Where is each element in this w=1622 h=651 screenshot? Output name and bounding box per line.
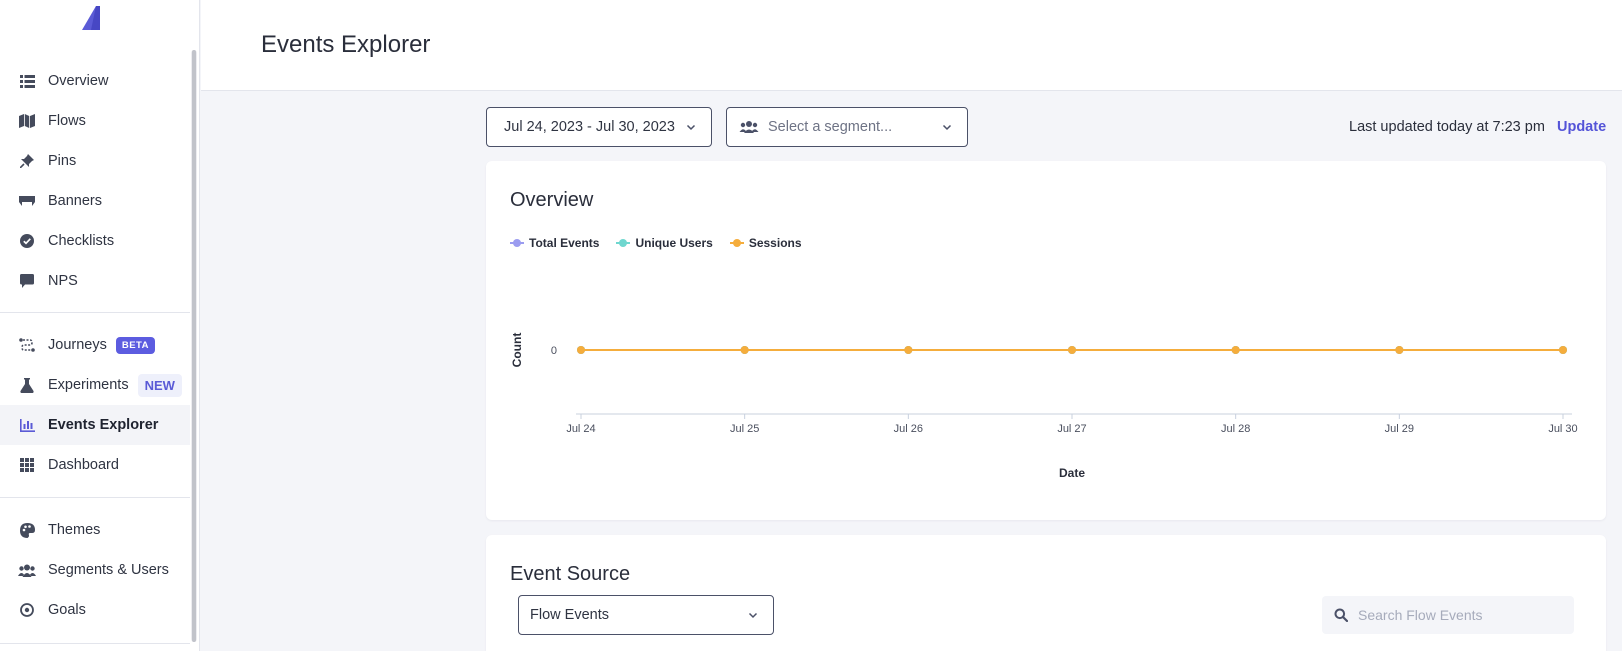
event-source-value: Flow Events (530, 607, 609, 623)
sidebar-item-label: Goals (48, 602, 86, 618)
sidebar-item-label: Journeys (48, 337, 107, 353)
sidebar-item-label: Pins (48, 153, 77, 169)
date-range-picker[interactable]: Jul 24, 2023 - Jul 30, 2023 (486, 107, 712, 147)
banner-icon (18, 192, 36, 210)
pin-icon (18, 152, 36, 170)
journey-icon (18, 336, 36, 354)
bar-chart-icon (18, 416, 36, 434)
sidebar-item-label: Overview (48, 73, 109, 89)
data-point (740, 346, 749, 354)
legend-marker (616, 238, 631, 248)
x-tick-label: Jul 27 (1057, 423, 1086, 435)
chevron-down-icon (686, 124, 696, 131)
sidebar-item-label: Checklists (48, 233, 115, 249)
sidebar-item-label: Banners (48, 193, 103, 209)
sidebar-item-experiments[interactable]: Experiments NEW (0, 365, 190, 405)
x-tick-label: Jul 24 (566, 423, 595, 435)
y-axis-label: Count (510, 333, 524, 368)
data-point (1068, 346, 1076, 354)
new-badge: NEW (137, 373, 182, 397)
legend-item[interactable]: Sessions (729, 236, 802, 250)
sidebar-divider (0, 497, 190, 498)
sidebar-item-banners[interactable]: Banners (0, 181, 190, 221)
app-logo[interactable] (78, 4, 104, 32)
data-point (1395, 346, 1404, 354)
legend-label: Total Events (529, 236, 600, 250)
flask-icon (18, 376, 36, 394)
list-icon (18, 72, 36, 90)
sidebar-item-dashboard[interactable]: Dashboard (0, 445, 190, 485)
sidebar-item-nps[interactable]: NPS (0, 261, 190, 301)
x-tick-label: Jul 30 (1548, 423, 1577, 435)
update-link[interactable]: Update (1557, 119, 1607, 135)
data-point (1231, 346, 1240, 354)
chevron-down-icon (748, 612, 758, 619)
sidebar-item-label: Dashboard (48, 457, 119, 473)
event-source-title: Event Source (510, 563, 631, 585)
sidebar-item-label: NPS (48, 273, 78, 289)
overview-chart: Jul 24 Jul 25 Jul 26 Jul 27 Jul 28 Jul 29 Jul … (510, 333, 1578, 480)
event-source-card: Event Source Flow Events (486, 535, 1606, 651)
x-tick-label: Jul 26 (894, 423, 923, 435)
y-tick-label: 0 (551, 345, 557, 357)
legend-item[interactable]: Total Events (510, 236, 599, 250)
last-updated-text: Last updated today at 7:23 pm (1349, 119, 1545, 135)
legend-marker (510, 238, 524, 248)
users-icon (739, 121, 759, 133)
segment-select[interactable]: Select a segment... (726, 107, 968, 147)
sidebar-divider (0, 312, 190, 313)
sidebar-scrollbar-thumb[interactable] (192, 50, 196, 642)
legend-item[interactable]: Unique Users (616, 236, 713, 250)
overview-title: Overview (510, 189, 594, 211)
sidebar-item-pins[interactable]: Pins (0, 141, 190, 181)
search-input[interactable] (1358, 607, 1558, 623)
search-box[interactable] (1322, 596, 1574, 634)
sidebar-item-themes[interactable]: Themes (0, 510, 190, 550)
users-icon (18, 561, 36, 579)
chat-icon (18, 272, 36, 290)
legend-marker (729, 238, 744, 248)
event-source-select[interactable]: Flow Events (518, 595, 774, 635)
sidebar-item-checklists[interactable]: Checklists (0, 221, 190, 261)
beta-badge: BETA (115, 336, 155, 354)
date-range-value: Jul 24, 2023 - Jul 30, 2023 (504, 119, 675, 135)
sidebar-item-label: Flows (48, 113, 86, 129)
sidebar-item-journeys[interactable]: Journeys BETA (0, 325, 190, 365)
sidebar-item-label: Events Explorer (48, 417, 159, 433)
x-tick-label: Jul 25 (730, 423, 759, 435)
search-icon (1334, 608, 1348, 622)
chevron-down-icon (942, 124, 952, 131)
data-point (904, 346, 913, 354)
segment-placeholder: Select a segment... (768, 119, 893, 135)
legend-label: Unique Users (635, 236, 713, 250)
data-point (577, 346, 585, 354)
grid-icon (18, 456, 36, 474)
data-point (1559, 346, 1567, 354)
check-circle-icon (18, 232, 36, 250)
x-tick-label: Jul 28 (1221, 423, 1250, 435)
sidebar-item-flows[interactable]: Flows (0, 101, 190, 141)
sidebar: Overview Flows Pins Banners Checklists NPS Jo… (0, 0, 200, 651)
page-header: Events Explorer (201, 0, 1622, 91)
sidebar-item-events-explorer[interactable]: Events Explorer (0, 405, 190, 445)
sidebar-item-label: Segments & Users (48, 562, 169, 578)
x-tick-label: Jul 29 (1385, 423, 1414, 435)
sidebar-divider (0, 643, 190, 644)
map-icon (18, 112, 36, 130)
chart-legend: Total Events Unique Users Sessions (510, 236, 819, 250)
x-axis-label: Date (1059, 466, 1085, 480)
legend-label: Sessions (748, 236, 802, 250)
sidebar-item-label: Themes (48, 522, 101, 538)
sidebar-item-goals[interactable]: Goals (0, 590, 190, 630)
sidebar-item-overview[interactable]: Overview (0, 61, 190, 101)
palette-icon (18, 521, 36, 539)
sidebar-item-label: Experiments (48, 377, 129, 393)
overview-card: Overview Total Events Unique Users Session… (486, 161, 1606, 520)
sidebar-item-segments-users[interactable]: Segments & Users (0, 550, 190, 590)
page-title: Events Explorer (261, 31, 431, 58)
target-icon (18, 601, 36, 619)
